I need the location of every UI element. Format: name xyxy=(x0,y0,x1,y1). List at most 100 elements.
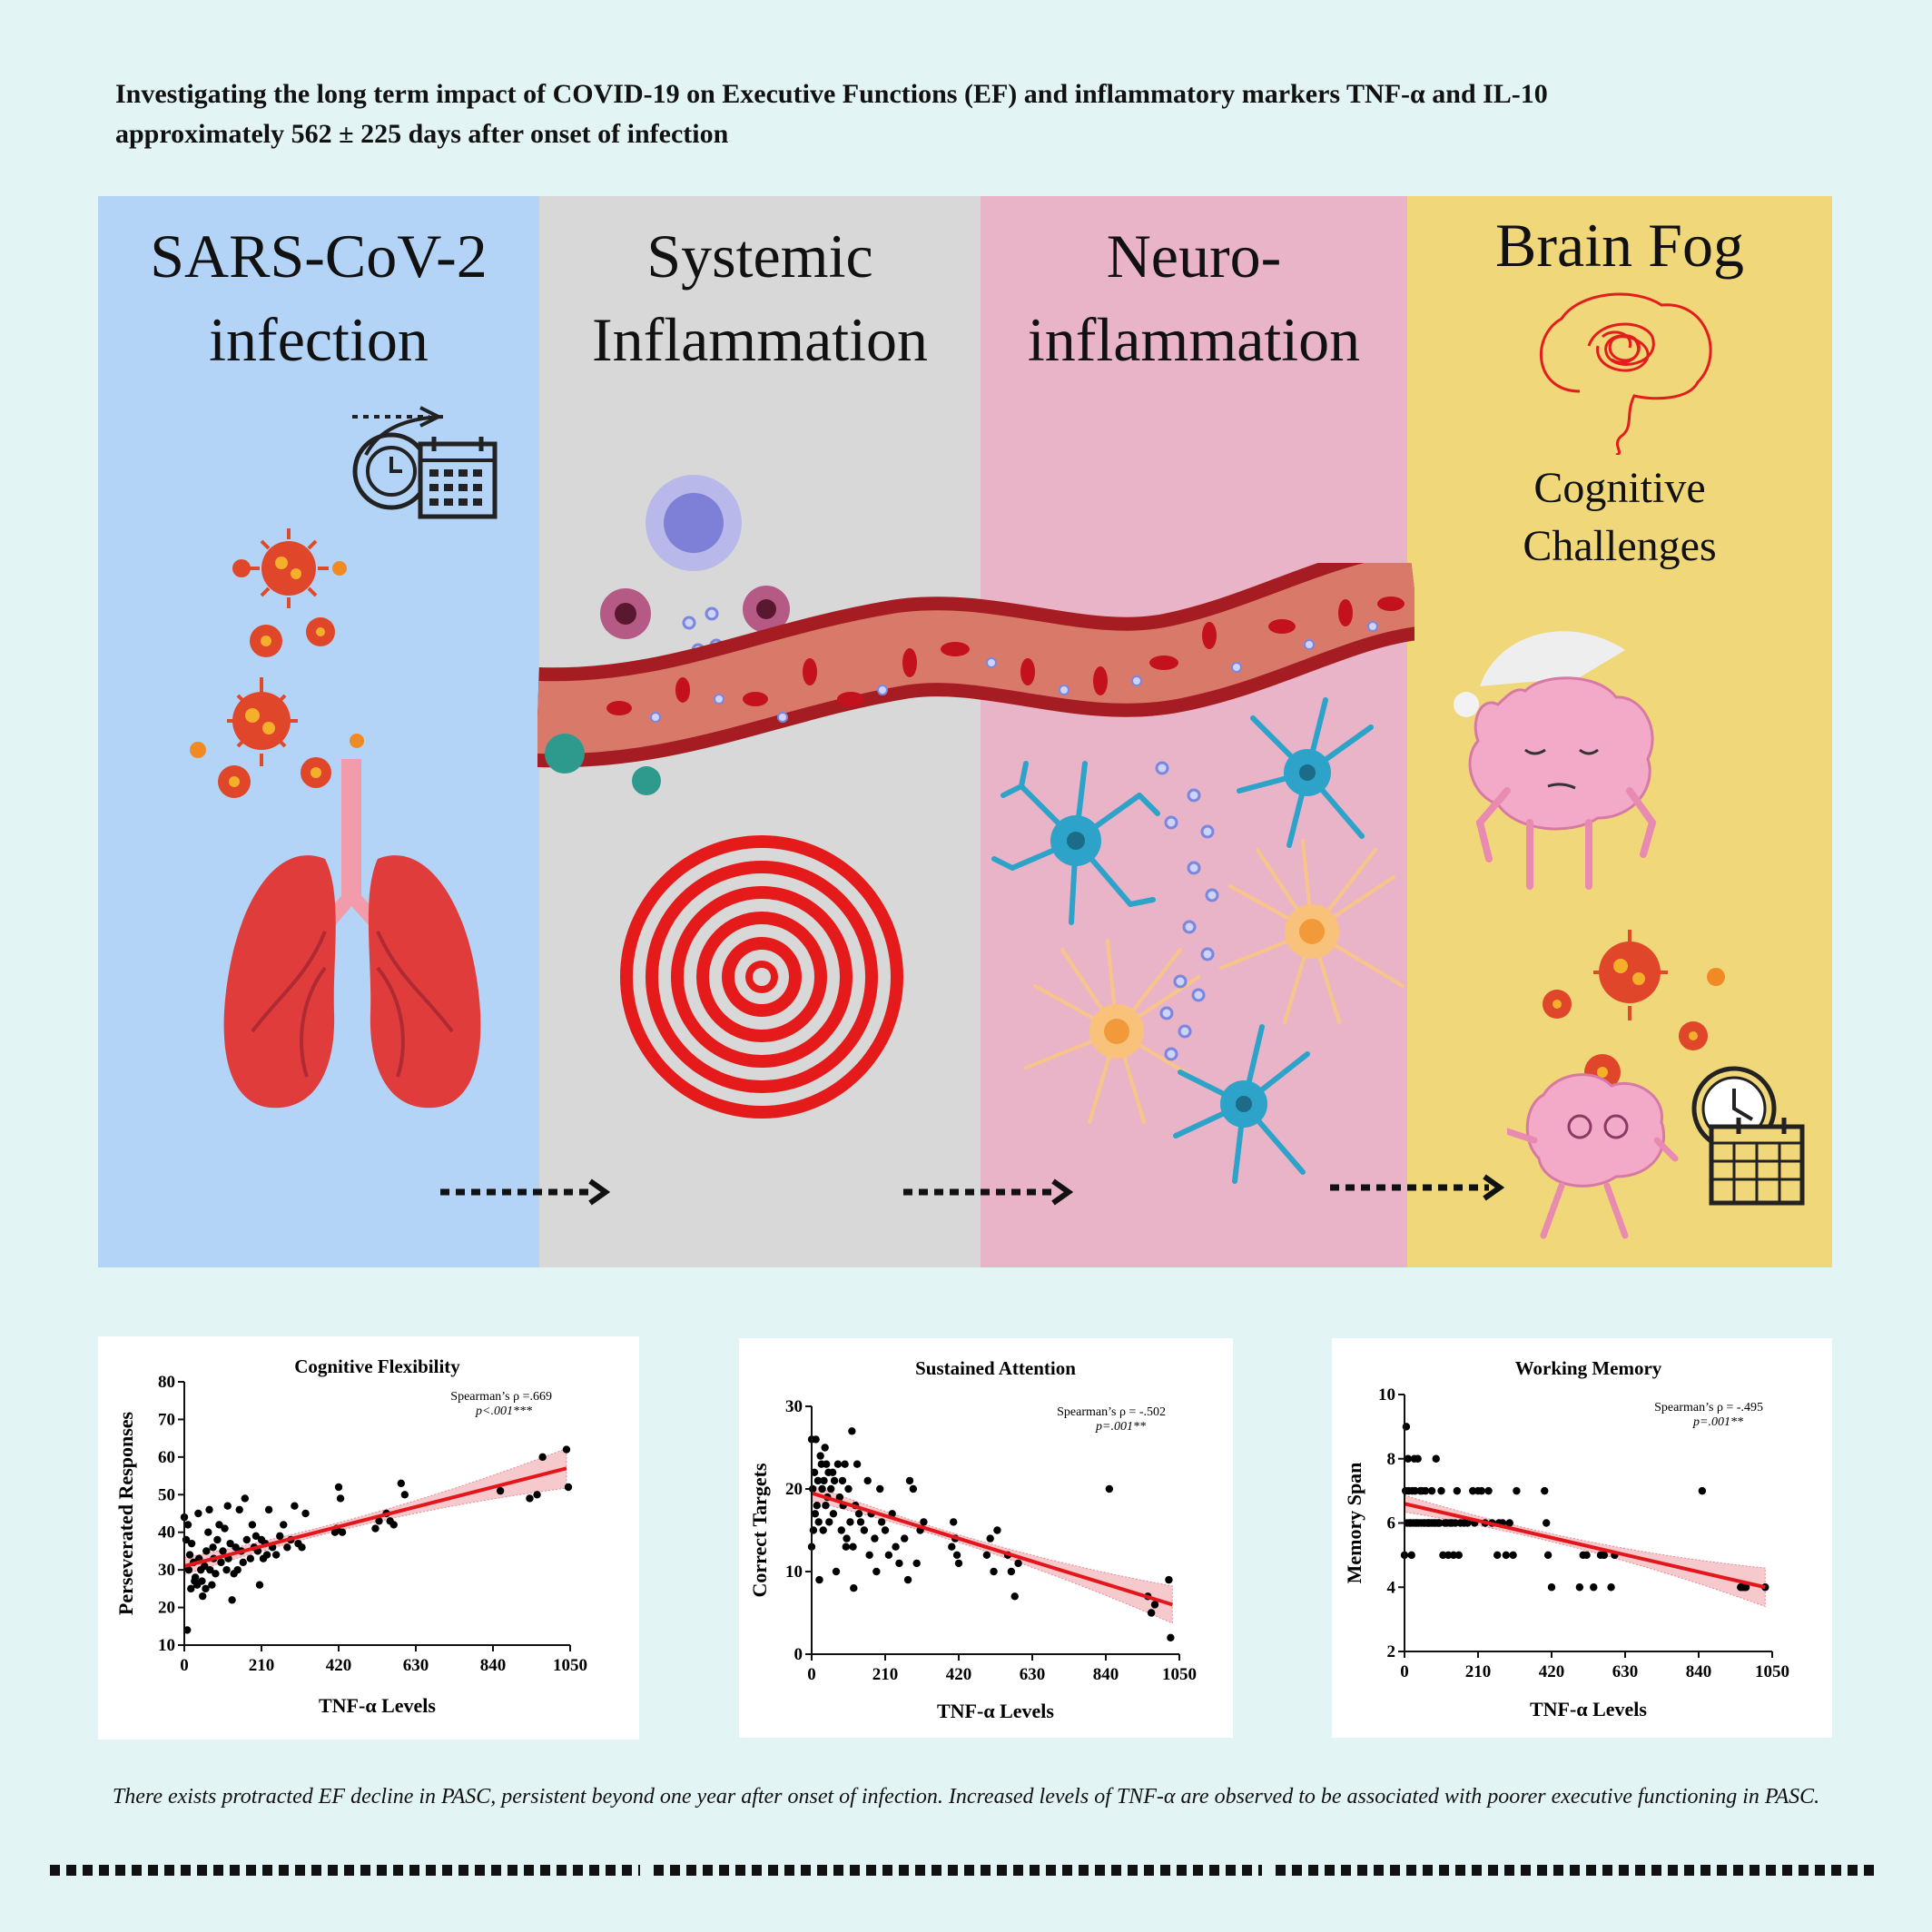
x-tick-label: 0 xyxy=(1400,1662,1409,1681)
panel-brain-fog: Brain Fog Cognitive Challenges xyxy=(1407,196,1832,1267)
data-point xyxy=(850,1584,858,1592)
spearman-stat: Spearman’s ρ =.669 xyxy=(450,1390,552,1404)
y-axis-label: Memory Span xyxy=(1343,1463,1365,1584)
data-point xyxy=(876,1484,884,1493)
x-tick-label: 1050 xyxy=(553,1656,587,1675)
data-point xyxy=(217,1558,225,1567)
data-point xyxy=(881,1526,890,1534)
data-point xyxy=(812,1435,820,1444)
data-point xyxy=(1150,1601,1159,1609)
virus-icon xyxy=(1543,930,1725,1090)
astrocyte-icon xyxy=(1219,839,1405,1024)
data-point xyxy=(993,1526,1001,1534)
panel-1-title-line-2: infection xyxy=(209,305,429,374)
data-point xyxy=(204,1528,212,1536)
data-point xyxy=(844,1484,853,1493)
data-point xyxy=(920,1518,928,1526)
y-tick-label: 8 xyxy=(1387,1450,1396,1469)
arrow-right-icon xyxy=(440,1178,611,1206)
data-point xyxy=(262,1551,271,1559)
data-point xyxy=(982,1551,991,1559)
data-point xyxy=(950,1518,958,1526)
panel-4-title: Brain Fog xyxy=(1407,203,1832,287)
data-point xyxy=(198,1577,206,1585)
x-tick-label: 840 xyxy=(1093,1665,1119,1684)
data-point xyxy=(830,1476,839,1485)
x-tick-label: 630 xyxy=(1612,1662,1639,1681)
cognitive-label-line-2: Challenges xyxy=(1523,522,1717,570)
data-point xyxy=(1437,1486,1445,1495)
data-point xyxy=(1493,1551,1502,1560)
target-icon xyxy=(620,835,903,1119)
data-point xyxy=(183,1626,192,1634)
data-point xyxy=(1105,1484,1114,1493)
data-point xyxy=(884,1551,893,1559)
x-tick-label: 0 xyxy=(807,1665,816,1684)
data-point xyxy=(242,1535,251,1544)
data-point xyxy=(952,1551,961,1559)
y-tick-label: 10 xyxy=(785,1562,803,1582)
x-tick-label: 420 xyxy=(946,1665,972,1684)
data-point xyxy=(1469,1486,1477,1495)
blood-vessel-icon xyxy=(537,563,1414,795)
chart-working-memory-plot: Working Memory 2 4 6 8 10 0 210 420 630 840 1050 TNF… xyxy=(1343,1357,1789,1720)
data-point xyxy=(856,1518,865,1526)
page-title: Investigating the long term impact of CO… xyxy=(115,74,1840,154)
data-point xyxy=(246,1554,255,1562)
data-point xyxy=(202,1584,210,1593)
data-point xyxy=(1590,1583,1598,1592)
data-point xyxy=(371,1524,380,1533)
data-point xyxy=(338,1528,347,1536)
microglia-icon xyxy=(1237,697,1374,848)
data-point xyxy=(1147,1609,1156,1617)
astrocyte-icon xyxy=(1024,939,1209,1124)
title-line-1: Investigating the long term impact of CO… xyxy=(115,79,1548,109)
x-tick-label: 1050 xyxy=(1755,1662,1789,1681)
data-point xyxy=(1014,1559,1022,1568)
x-axis-label: TNF-α Levels xyxy=(1530,1698,1647,1720)
data-point xyxy=(823,1460,831,1468)
cognitive-challenges-label: Cognitive Challenges xyxy=(1407,459,1832,576)
data-point xyxy=(1543,1551,1552,1560)
chart-title: Cognitive Flexibility xyxy=(294,1355,460,1377)
panel-neuro-inflammation: Neuro- inflammation xyxy=(981,196,1407,1267)
fit-line xyxy=(183,1466,567,1568)
x-axis-label: TNF-α Levels xyxy=(937,1700,1054,1722)
virus-icon xyxy=(232,528,347,608)
data-point xyxy=(219,1547,227,1555)
data-point xyxy=(814,1518,823,1526)
data-point xyxy=(1509,1551,1517,1560)
data-point xyxy=(809,1526,818,1534)
y-tick-label: 80 xyxy=(158,1373,175,1392)
data-point xyxy=(564,1483,573,1492)
data-point xyxy=(209,1543,217,1552)
data-point xyxy=(1167,1633,1175,1641)
data-point xyxy=(1607,1583,1615,1592)
data-point xyxy=(208,1581,216,1589)
data-point xyxy=(813,1502,821,1510)
y-axis-label: Correct Targets xyxy=(748,1463,771,1597)
data-point xyxy=(1439,1551,1447,1560)
y-tick-label: 50 xyxy=(158,1485,175,1504)
bottom-divider xyxy=(50,1865,1877,1876)
data-point xyxy=(187,1584,195,1593)
y-tick-label: 4 xyxy=(1387,1578,1396,1597)
data-point xyxy=(400,1491,409,1499)
data-point xyxy=(221,1524,229,1533)
data-point xyxy=(228,1596,236,1604)
y-tick-label: 20 xyxy=(158,1599,175,1618)
tangled-thought-icon xyxy=(1540,292,1712,455)
virus-icon xyxy=(190,677,364,798)
data-point xyxy=(895,1559,903,1568)
p-value-stat: p<.001*** xyxy=(475,1405,532,1418)
title-line-2: approximately 562 ± 225 days after onset… xyxy=(115,119,729,149)
data-point xyxy=(271,1551,281,1559)
data-point xyxy=(1404,1454,1413,1463)
arrow-right-icon xyxy=(903,1178,1074,1206)
x-tick-label: 210 xyxy=(249,1656,275,1675)
data-point xyxy=(846,1518,854,1526)
x-tick-label: 420 xyxy=(326,1656,352,1675)
data-point xyxy=(526,1494,534,1503)
panel-sars-cov-2-infection: SARS-CoV-2 infection xyxy=(98,196,539,1267)
p-value-stat: p=.001** xyxy=(1095,1420,1146,1434)
